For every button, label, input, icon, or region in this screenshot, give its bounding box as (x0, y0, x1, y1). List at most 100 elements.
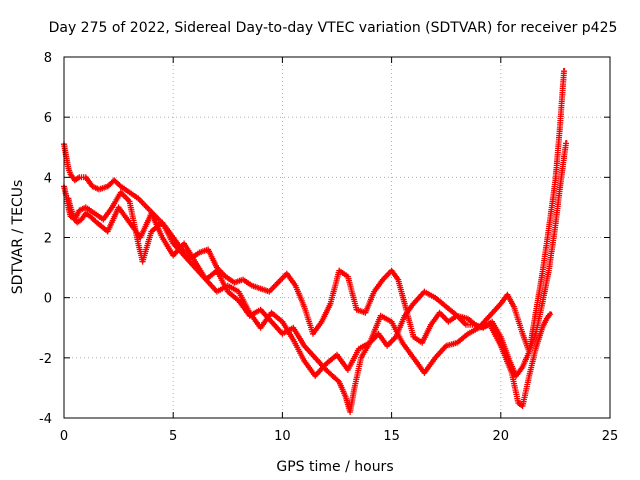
y-tick-label: 4 (44, 171, 52, 186)
data-point (154, 215, 157, 218)
data-point (93, 212, 96, 215)
data-point (95, 221, 98, 224)
data-point (429, 323, 433, 326)
data-point (403, 314, 406, 317)
data-point (281, 320, 284, 323)
data-point (303, 344, 306, 347)
data-point (224, 275, 227, 278)
y-tick-label: -2 (39, 352, 52, 367)
data-point (324, 368, 328, 372)
data-point (337, 380, 341, 384)
y-tick-label: 2 (44, 232, 52, 247)
data-point (189, 257, 192, 260)
data-point (473, 323, 476, 326)
data-point (141, 260, 144, 263)
data-point (438, 311, 441, 314)
data-point (113, 179, 116, 182)
data-point (292, 326, 295, 329)
data-point (180, 248, 184, 251)
data-point (233, 281, 236, 284)
data-point (226, 290, 229, 293)
data-point (292, 338, 295, 341)
data-point (508, 359, 511, 363)
data-point (78, 176, 81, 179)
y-tick-label: 8 (44, 51, 52, 66)
data-point (558, 128, 561, 131)
data-point (368, 341, 371, 344)
chart-title: Day 275 of 2022, Sidereal Day-to-day VTE… (49, 20, 618, 36)
data-point (67, 206, 70, 209)
data-point (248, 311, 251, 314)
x-tick-label: 0 (60, 429, 68, 444)
data-point (241, 278, 245, 281)
data-point (193, 260, 197, 263)
data-point (420, 341, 424, 344)
data-point (346, 368, 350, 372)
data-point (547, 269, 551, 272)
data-point (337, 269, 341, 272)
data-point (137, 242, 140, 245)
data-point (193, 266, 197, 269)
data-point (464, 323, 468, 326)
data-point (490, 320, 494, 323)
data-point (97, 188, 101, 191)
data-point (541, 272, 544, 275)
data-point (565, 140, 568, 143)
data-point (71, 212, 74, 215)
data-point (521, 332, 524, 335)
data-point (259, 326, 262, 329)
data-point (64, 194, 68, 197)
data-point (412, 335, 415, 338)
data-point (204, 278, 208, 281)
data-point (215, 290, 219, 293)
data-point (161, 236, 164, 239)
data-point (541, 326, 544, 329)
data-point (294, 284, 297, 287)
y-tick-label: 0 (44, 292, 52, 307)
data-point (163, 224, 166, 227)
data-point (248, 314, 251, 317)
data-point (226, 284, 229, 287)
data-point (67, 167, 70, 170)
data-point (335, 353, 339, 357)
data-point (412, 302, 415, 305)
data-point (161, 221, 164, 224)
data-point (303, 359, 306, 363)
data-point (346, 275, 350, 278)
data-point (534, 311, 537, 314)
data-point (558, 188, 561, 191)
x-tick-label: 20 (493, 429, 510, 444)
data-point (396, 278, 400, 281)
data-point (527, 350, 531, 354)
data-point (198, 251, 201, 254)
data-point (512, 305, 516, 308)
data-point (91, 185, 94, 188)
data-point (80, 218, 83, 221)
x-tick-label: 10 (274, 429, 291, 444)
data-point (434, 356, 437, 360)
data-point (73, 218, 77, 221)
data-point (447, 320, 450, 323)
data-point (514, 374, 518, 378)
data-point (259, 308, 262, 311)
data-point (150, 230, 153, 233)
data-point (172, 242, 175, 245)
data-point (445, 305, 448, 308)
data-point (357, 347, 361, 351)
data-point (172, 254, 175, 257)
data-point (250, 284, 254, 287)
data-point (102, 218, 105, 221)
data-point (119, 185, 122, 188)
y-tick-label: -4 (39, 412, 52, 427)
data-point (412, 356, 415, 360)
data-point (117, 206, 120, 209)
x-tick-label: 15 (383, 429, 400, 444)
data-point (499, 344, 502, 347)
data-point (331, 374, 334, 378)
data-point (541, 302, 544, 305)
data-point (128, 221, 131, 224)
data-point (320, 320, 323, 323)
data-point (545, 317, 548, 320)
data-point (281, 332, 284, 335)
